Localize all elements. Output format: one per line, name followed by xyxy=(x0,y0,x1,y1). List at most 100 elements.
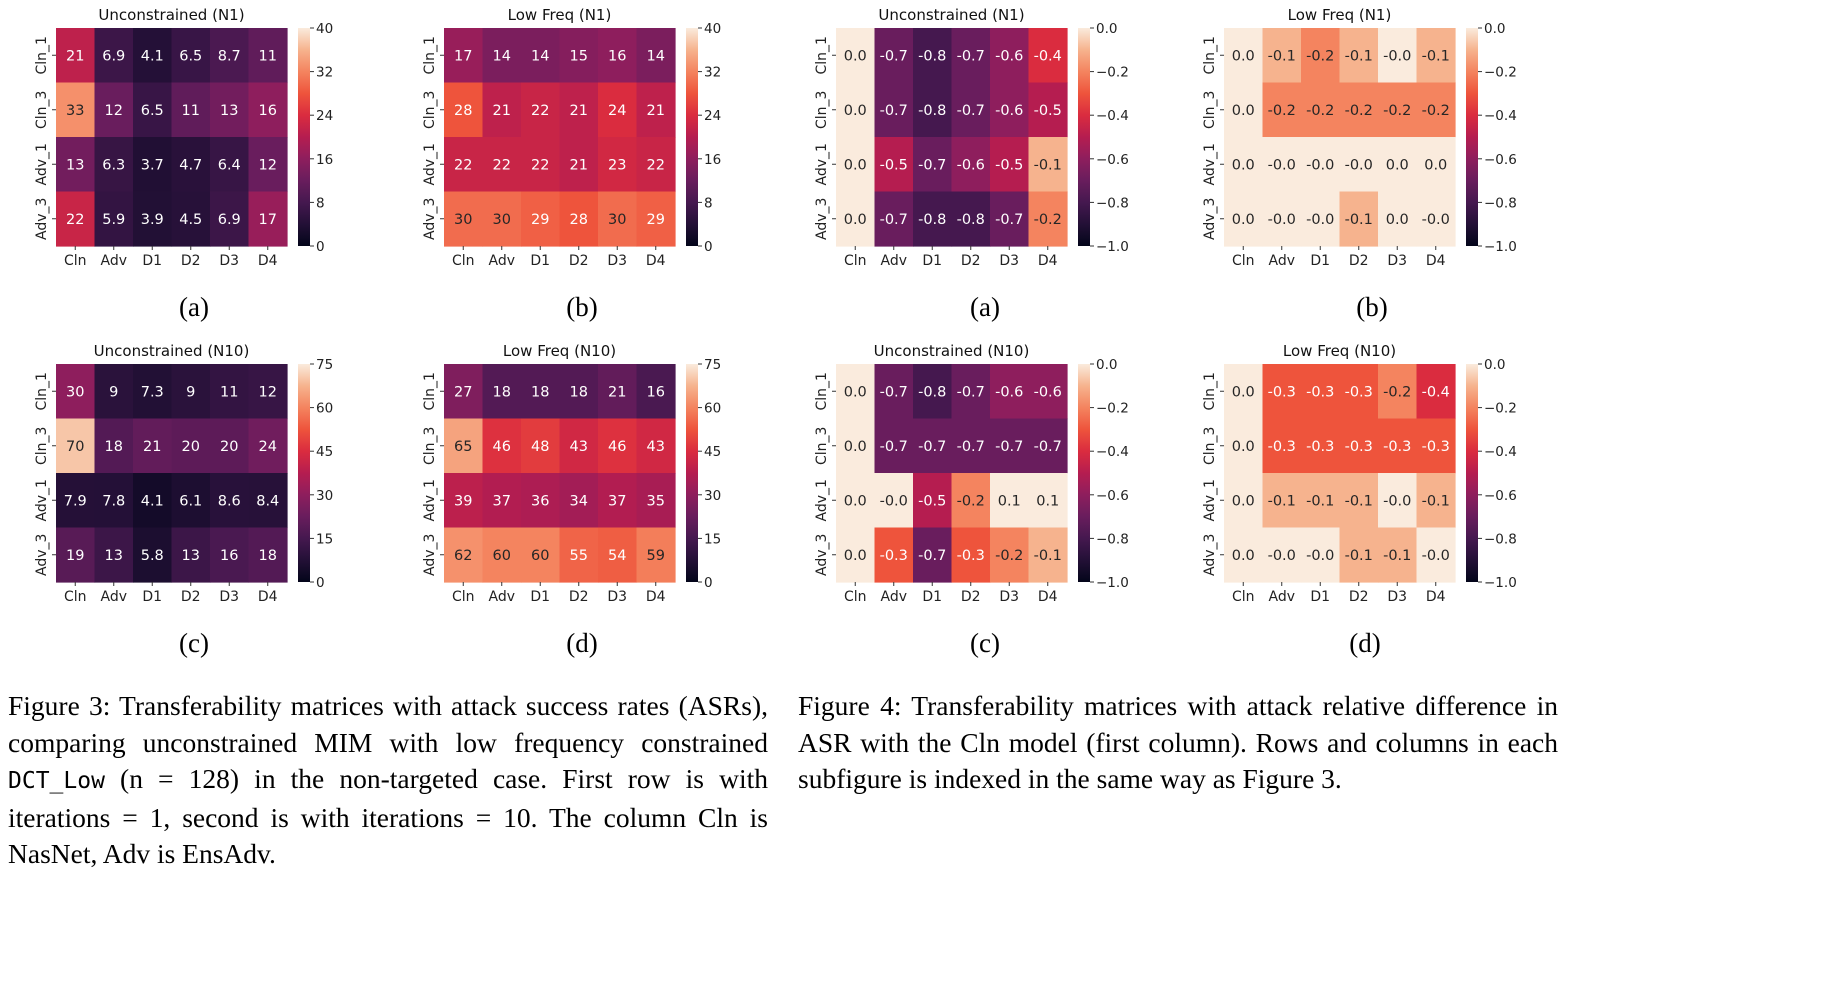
cell-value-label: 12 xyxy=(259,384,277,400)
heatmap-cell xyxy=(171,137,211,193)
cell-value-label: 0.0 xyxy=(844,493,867,509)
cell-value-label: 24 xyxy=(608,103,626,119)
cell-value-label: -0.0 xyxy=(1422,212,1450,228)
colorbar xyxy=(1078,28,1090,246)
cell-value-label: -0.6 xyxy=(995,103,1023,119)
heatmap-fig4c: Unconstrained (N10) 0.0 -0.7 -0.8 -0.7 -0.6 -0… xyxy=(780,336,1160,611)
cell-value-label: -0.1 xyxy=(1422,493,1450,509)
heatmap-cell xyxy=(133,527,173,583)
colorbar-tick-label: −1.0 xyxy=(1484,575,1517,591)
heatmap-cell xyxy=(598,191,638,247)
x-tick-label: D4 xyxy=(646,589,666,605)
colorbar-tick-label: 60 xyxy=(316,401,333,417)
heatmap-cell xyxy=(598,82,638,138)
heatmap-cell xyxy=(1262,191,1302,247)
cell-value-label: 16 xyxy=(608,48,626,64)
subfigure-label: (b) xyxy=(1356,292,1388,322)
heatmap-cell xyxy=(210,28,250,84)
heatmap-title: Unconstrained (N10) xyxy=(94,342,250,360)
y-tick-label: Cln_1 xyxy=(34,372,50,410)
heatmap-cell xyxy=(913,28,953,84)
x-tick-label: Cln xyxy=(844,589,867,605)
figure-3-caption: Figure 3: Transferability matrices with … xyxy=(8,688,768,873)
y-tick-label: Adv_1 xyxy=(1202,479,1218,521)
colorbar-tick-label: −0.4 xyxy=(1096,108,1129,124)
cell-value-label: -0.6 xyxy=(1034,384,1062,400)
cell-value-label: 43 xyxy=(647,439,665,455)
cell-value-label: 39 xyxy=(454,493,472,509)
heatmap-cell xyxy=(1416,527,1456,583)
cell-value-label: 9 xyxy=(186,384,195,400)
heatmap-cell xyxy=(171,191,211,247)
heatmap-cell xyxy=(598,28,638,84)
x-tick-label: D4 xyxy=(258,589,278,605)
heatmap-cell xyxy=(94,191,134,247)
heatmap-cell xyxy=(1028,364,1068,420)
cell-value-label: 18 xyxy=(493,384,511,400)
heatmap-cell xyxy=(1301,191,1341,247)
colorbar-tick-label: 30 xyxy=(316,488,333,504)
y-tick-label: Cln_3 xyxy=(34,91,50,129)
cell-value-label: 0.0 xyxy=(1232,157,1255,173)
cell-value-label: -0.0 xyxy=(1345,157,1373,173)
heatmap-cell xyxy=(521,364,561,420)
subfigure-label: (a) xyxy=(970,292,1000,322)
cell-value-label: 54 xyxy=(608,548,626,564)
cell-value-label: 5.9 xyxy=(102,212,125,228)
x-tick-label: Adv xyxy=(100,589,127,605)
heatmap-cell xyxy=(951,418,991,474)
heatmap-cell xyxy=(248,364,288,420)
cell-value-label: 13 xyxy=(182,548,200,564)
y-tick-label: Cln_3 xyxy=(422,91,438,129)
y-tick-label: Cln_3 xyxy=(1202,91,1218,129)
y-tick-label: Cln_1 xyxy=(34,36,50,74)
heatmap-cell xyxy=(1378,418,1418,474)
heatmap-cell xyxy=(56,191,96,247)
cell-value-label: -0.0 xyxy=(1268,548,1296,564)
heatmap-cell xyxy=(874,473,914,529)
heatmap-cell xyxy=(1378,527,1418,583)
heatmap-cell xyxy=(521,527,561,583)
cell-value-label: -0.1 xyxy=(1345,212,1373,228)
cell-value-label: 0.0 xyxy=(844,439,867,455)
cell-value-label: 18 xyxy=(259,548,277,564)
cell-value-label: -0.1 xyxy=(1034,548,1062,564)
cell-value-label: 28 xyxy=(454,103,472,119)
colorbar-tick-label: −0.4 xyxy=(1484,108,1517,124)
cell-value-label: 0.0 xyxy=(1232,103,1255,119)
cell-value-label: -0.1 xyxy=(1345,493,1373,509)
cell-value-label: 0.0 xyxy=(844,48,867,64)
cell-value-label: 0.0 xyxy=(844,548,867,564)
colorbar-tick-label: 15 xyxy=(704,531,721,547)
cell-value-label: -0.2 xyxy=(1268,103,1296,119)
heatmap-cell xyxy=(444,527,484,583)
cell-value-label: 30 xyxy=(454,212,472,228)
cell-value-label: -0.7 xyxy=(880,212,908,228)
cell-value-label: -0.1 xyxy=(1345,548,1373,564)
cell-value-label: 6.9 xyxy=(218,212,241,228)
heatmap-cell xyxy=(133,418,173,474)
x-tick-label: D2 xyxy=(181,253,201,269)
colorbar-tick-label: 0.0 xyxy=(1096,21,1117,37)
heatmap-cell xyxy=(990,527,1030,583)
heatmap-cell xyxy=(56,28,96,84)
heatmap-cell xyxy=(56,364,96,420)
cell-value-label: 46 xyxy=(493,439,511,455)
heatmap-cell xyxy=(951,82,991,138)
heatmap-cell xyxy=(1224,473,1264,529)
cell-value-label: -0.7 xyxy=(880,439,908,455)
subfigure-label: (a) xyxy=(179,292,209,322)
cell-value-label: -0.5 xyxy=(995,157,1023,173)
y-tick-label: Adv_1 xyxy=(422,479,438,521)
heatmap-cell xyxy=(559,527,599,583)
heatmap-cell xyxy=(951,137,991,193)
heatmap-cell xyxy=(636,28,676,84)
heatmap-cell xyxy=(1028,28,1068,84)
cell-value-label: 30 xyxy=(493,212,511,228)
y-tick-label: Adv_1 xyxy=(814,479,830,521)
heatmap-cell xyxy=(874,191,914,247)
heatmap-cell xyxy=(1378,473,1418,529)
heatmap-cell xyxy=(210,82,250,138)
heatmap-cell xyxy=(133,191,173,247)
heatmap-cell xyxy=(990,473,1030,529)
